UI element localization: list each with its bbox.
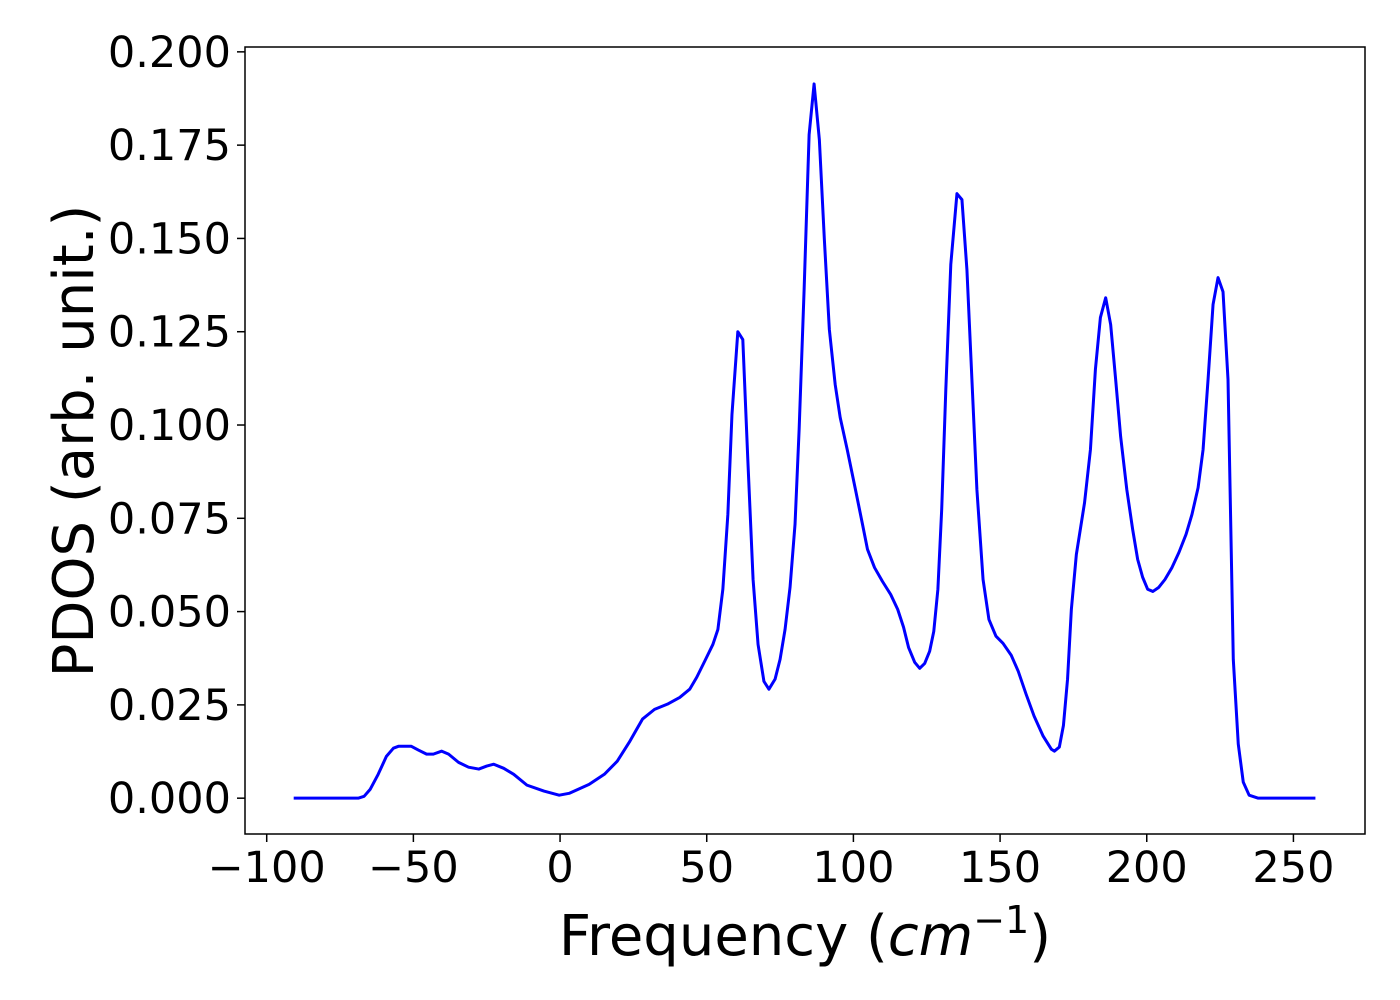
y-tick-label: 0.025 <box>108 681 231 731</box>
plot-frame <box>244 46 1366 835</box>
y-tick-label: 0.100 <box>108 401 231 451</box>
x-tick-label: 250 <box>1252 843 1334 893</box>
x-label-sup: −1 <box>973 898 1029 942</box>
x-tick-label: 100 <box>812 843 894 893</box>
y-tick-label: 0.200 <box>108 28 231 78</box>
x-label-close: ) <box>1029 904 1051 969</box>
x-label-text: Frequency ( <box>559 904 888 969</box>
y-tick-label: 0.125 <box>108 308 231 358</box>
x-tick-label: −100 <box>208 843 326 893</box>
x-tick-label: −50 <box>368 843 459 893</box>
y-tick-label: 0.150 <box>108 214 231 264</box>
y-tick-label: 0.000 <box>108 774 231 824</box>
x-label-math: cm <box>888 904 973 969</box>
y-tick-label: 0.175 <box>108 121 231 171</box>
y-tick-label: 0.075 <box>108 494 231 544</box>
x-axis-label: Frequency (cm−1) <box>559 898 1051 969</box>
x-tick-label: 50 <box>679 843 734 893</box>
x-tick-label: 0 <box>546 843 573 893</box>
line-series <box>293 82 1316 800</box>
y-tick-label: 0.050 <box>108 588 231 638</box>
x-tick-label: 150 <box>959 843 1041 893</box>
y-axis-label: PDOS (arb. unit.) <box>42 205 107 678</box>
x-tick-label: 200 <box>1106 843 1188 893</box>
